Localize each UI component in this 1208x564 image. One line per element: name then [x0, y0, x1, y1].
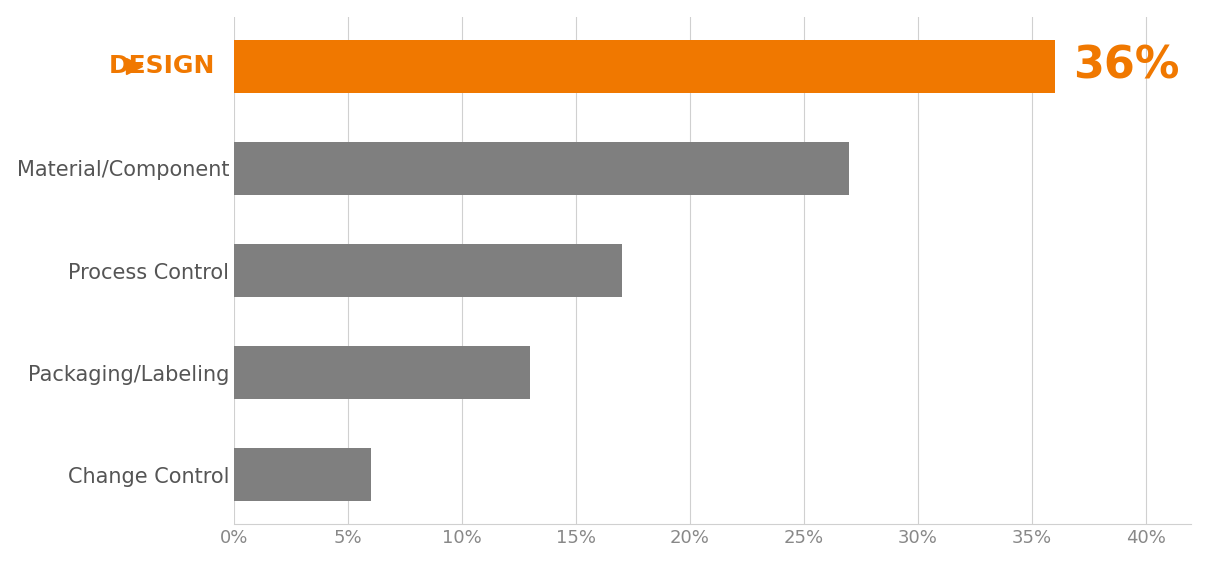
Bar: [234, 448, 371, 501]
Bar: [234, 346, 530, 399]
Bar: [234, 142, 849, 195]
Text: DESIGN: DESIGN: [109, 54, 215, 78]
Bar: [234, 39, 1055, 93]
Text: 36%: 36%: [1073, 45, 1179, 88]
Bar: [234, 244, 621, 297]
